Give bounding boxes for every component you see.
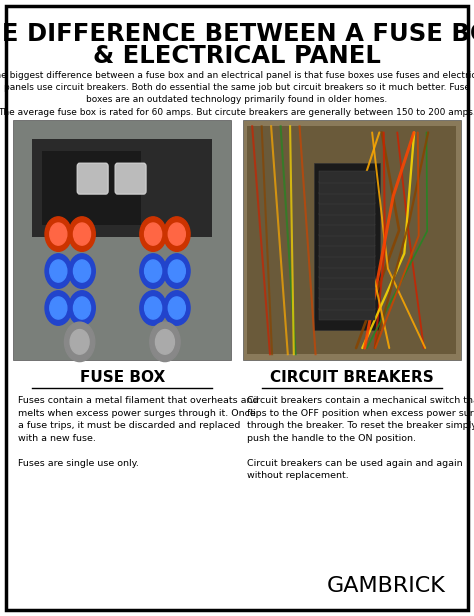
Text: & ELECTRICAL PANEL: & ELECTRICAL PANEL <box>93 44 381 68</box>
Circle shape <box>168 260 185 282</box>
FancyBboxPatch shape <box>319 192 375 204</box>
Text: Circuit breakers contain a mechanical switch that
flips to the OFF position when: Circuit breakers contain a mechanical sw… <box>247 396 474 480</box>
FancyBboxPatch shape <box>42 151 141 225</box>
FancyBboxPatch shape <box>319 287 375 299</box>
Circle shape <box>45 254 72 288</box>
Circle shape <box>164 217 190 251</box>
FancyBboxPatch shape <box>115 163 146 194</box>
FancyBboxPatch shape <box>319 298 375 310</box>
FancyBboxPatch shape <box>319 308 375 320</box>
Text: Fuses contain a metal filament that overheats and
melts when excess power surges: Fuses contain a metal filament that over… <box>18 396 258 468</box>
FancyBboxPatch shape <box>319 171 375 183</box>
Circle shape <box>73 223 91 245</box>
FancyBboxPatch shape <box>314 163 380 330</box>
Circle shape <box>140 217 166 251</box>
Circle shape <box>140 254 166 288</box>
FancyBboxPatch shape <box>319 224 375 236</box>
Circle shape <box>45 217 72 251</box>
Circle shape <box>69 291 95 325</box>
Text: THE DIFFERENCE BETWEEN A FUSE BOX: THE DIFFERENCE BETWEEN A FUSE BOX <box>0 22 474 46</box>
Circle shape <box>164 254 190 288</box>
Circle shape <box>69 217 95 251</box>
FancyBboxPatch shape <box>319 245 375 257</box>
Circle shape <box>168 223 185 245</box>
Text: The average fuse box is rated for 60 amps. But circute breakers are generally be: The average fuse box is rated for 60 amp… <box>0 108 474 117</box>
Circle shape <box>145 297 162 319</box>
FancyBboxPatch shape <box>6 6 468 610</box>
Circle shape <box>69 254 95 288</box>
FancyBboxPatch shape <box>319 213 375 225</box>
Circle shape <box>150 322 180 362</box>
Circle shape <box>140 291 166 325</box>
Circle shape <box>50 260 67 282</box>
Circle shape <box>50 223 67 245</box>
Circle shape <box>70 330 89 354</box>
FancyBboxPatch shape <box>319 255 375 267</box>
Circle shape <box>145 223 162 245</box>
Text: GAMBRICK: GAMBRICK <box>327 576 446 596</box>
FancyBboxPatch shape <box>32 139 212 237</box>
Text: CIRCUIT BREAKERS: CIRCUIT BREAKERS <box>270 370 434 384</box>
FancyBboxPatch shape <box>243 120 461 360</box>
Circle shape <box>155 330 174 354</box>
Circle shape <box>64 322 95 362</box>
FancyBboxPatch shape <box>319 203 375 215</box>
FancyBboxPatch shape <box>319 181 375 193</box>
Circle shape <box>45 291 72 325</box>
Circle shape <box>73 260 91 282</box>
Circle shape <box>50 297 67 319</box>
FancyBboxPatch shape <box>319 234 375 246</box>
Circle shape <box>145 260 162 282</box>
FancyBboxPatch shape <box>319 265 375 278</box>
Text: FUSE BOX: FUSE BOX <box>80 370 165 384</box>
FancyBboxPatch shape <box>77 163 108 194</box>
FancyBboxPatch shape <box>13 120 231 360</box>
FancyBboxPatch shape <box>319 277 375 289</box>
Circle shape <box>164 291 190 325</box>
Circle shape <box>168 297 185 319</box>
Text: The biggest difference between a fuse box and an electrical panel is that fuse b: The biggest difference between a fuse bo… <box>0 71 474 104</box>
Circle shape <box>73 297 91 319</box>
FancyBboxPatch shape <box>247 126 456 354</box>
